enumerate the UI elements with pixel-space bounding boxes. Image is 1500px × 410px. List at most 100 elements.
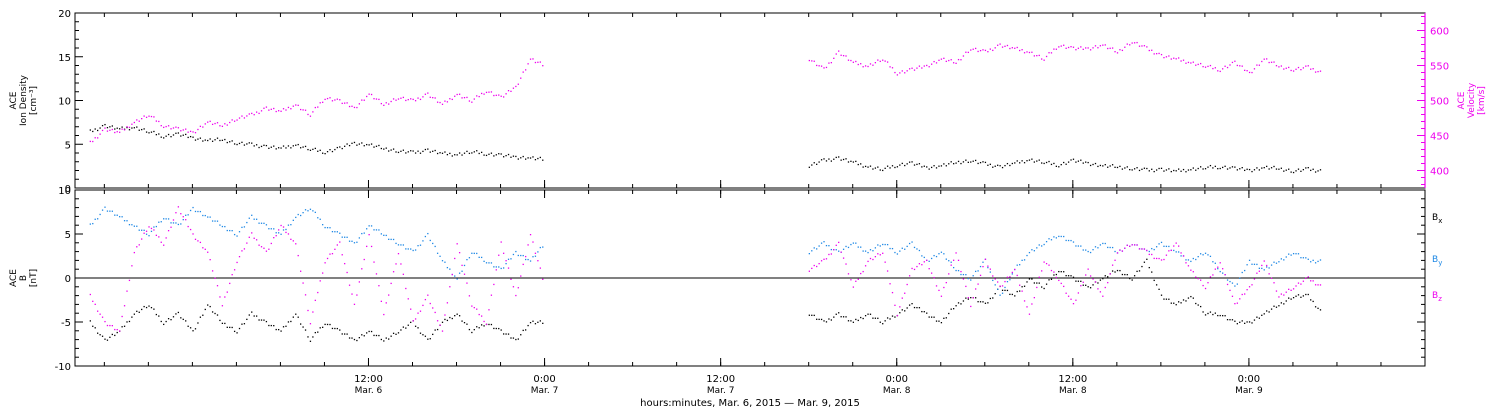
- legend-z: Bz: [1432, 291, 1442, 303]
- density-point: [830, 160, 833, 162]
- b-point-by: [436, 252, 439, 254]
- b-point-bz: [461, 264, 463, 267]
- b-point-by: [510, 258, 512, 260]
- b-point-by: [838, 250, 840, 252]
- b-point-bz: [1146, 249, 1148, 252]
- velocity-point: [882, 59, 884, 61]
- b-point-bz: [1248, 286, 1251, 288]
- velocity-point: [1097, 47, 1099, 49]
- b-point-bz: [510, 278, 512, 280]
- b-point-bz: [148, 226, 150, 228]
- velocity-point: [268, 109, 270, 111]
- density-point: [339, 146, 341, 148]
- density-point: [1016, 160, 1018, 162]
- density-point: [1055, 165, 1058, 167]
- density-point: [458, 152, 461, 154]
- b-point-by: [529, 260, 532, 262]
- b-point-bz: [860, 272, 862, 275]
- b-point-bx: [1121, 273, 1124, 276]
- density-point: [405, 152, 407, 154]
- b-point-bz: [265, 250, 268, 252]
- density-point: [158, 133, 160, 135]
- b-point-by: [904, 248, 906, 250]
- b-point-by: [955, 269, 957, 272]
- velocity-point: [458, 93, 461, 95]
- b-point-bx: [463, 322, 466, 324]
- density-point: [471, 152, 473, 154]
- b-point-bx: [92, 325, 94, 327]
- velocity-point: [119, 131, 121, 133]
- b-point-by: [1288, 253, 1290, 255]
- b-point-bz: [525, 255, 527, 258]
- b-point-bx: [874, 317, 877, 319]
- density-point: [852, 161, 855, 163]
- velocity-point: [158, 120, 160, 123]
- density-point: [150, 131, 153, 133]
- b-point-by: [145, 233, 148, 235]
- b-point-bx: [500, 329, 502, 331]
- b-point-by: [1207, 254, 1209, 256]
- b-point-bz: [972, 297, 974, 299]
- velocity-point: [324, 98, 326, 101]
- density-point: [231, 140, 233, 142]
- b-point-by: [246, 221, 248, 224]
- velocity-point: [414, 100, 417, 102]
- b-point-bx: [904, 310, 906, 312]
- velocity-point: [1219, 70, 1221, 73]
- b-point-by: [104, 206, 106, 208]
- b-point-by: [1261, 267, 1263, 270]
- density-point: [811, 164, 813, 166]
- b-point-by: [143, 229, 145, 231]
- b-point-bz: [1153, 257, 1155, 260]
- b-point-by: [97, 218, 99, 220]
- b-point-bx: [527, 324, 529, 327]
- density-point: [109, 126, 111, 128]
- velocity-point: [507, 90, 510, 92]
- velocity-point: [823, 67, 825, 69]
- b-point-bx: [1148, 266, 1150, 269]
- b-point-bx: [366, 332, 368, 334]
- b-point-by: [918, 249, 921, 252]
- velocity-point: [109, 129, 111, 131]
- b-point-bx: [1229, 319, 1231, 321]
- density-point: [857, 163, 859, 166]
- b-point-bx: [982, 301, 984, 303]
- velocity-point: [473, 98, 475, 100]
- b-point-bz: [412, 320, 414, 322]
- b-point-by: [407, 248, 409, 250]
- b-point-bx: [189, 327, 192, 329]
- b-point-bz: [908, 275, 911, 277]
- velocity-point: [319, 102, 321, 104]
- density-point: [331, 150, 334, 153]
- b-point-by: [1153, 248, 1155, 251]
- b-point-bz: [270, 242, 272, 245]
- b-point-bx: [962, 300, 965, 302]
- density-point: [1004, 164, 1006, 167]
- b-point-bz: [94, 303, 96, 305]
- b-point-bz: [882, 252, 884, 254]
- b-point-bz: [131, 265, 133, 267]
- b-point-bx: [99, 334, 101, 336]
- velocity-point: [542, 65, 544, 67]
- b-point-bx: [1165, 298, 1168, 300]
- b-point-by: [1023, 259, 1026, 261]
- velocity-point: [476, 95, 478, 97]
- b-point-bz: [1246, 289, 1248, 291]
- velocity-point: [339, 99, 341, 101]
- velocity-point: [402, 96, 405, 99]
- density-point: [275, 148, 277, 150]
- b-point-bz: [1141, 248, 1143, 250]
- b-point-by: [309, 208, 312, 210]
- velocity-point: [385, 102, 387, 104]
- velocity-point: [346, 102, 348, 104]
- b-point-bx: [864, 315, 867, 317]
- b-point-bx: [1133, 275, 1136, 277]
- velocity-point: [935, 62, 938, 64]
- b-point-by: [260, 222, 263, 224]
- density-point: [444, 151, 446, 153]
- b-point-bz: [1111, 264, 1114, 266]
- velocity-point: [485, 91, 488, 94]
- b-point-by: [375, 229, 378, 231]
- b-point-by: [999, 294, 1001, 296]
- b-point-by: [351, 240, 353, 242]
